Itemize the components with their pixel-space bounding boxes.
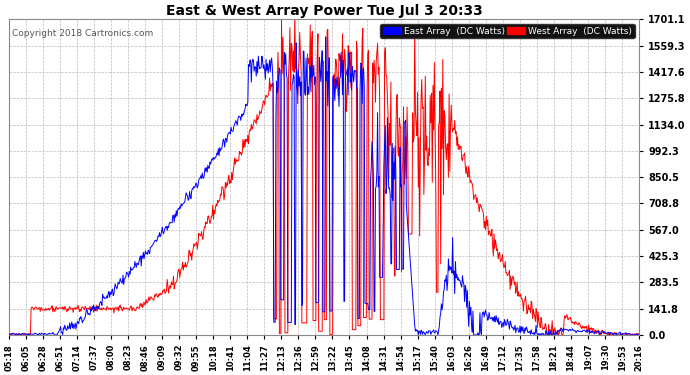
Legend: East Array  (DC Watts), West Array  (DC Watts): East Array (DC Watts), West Array (DC Wa… — [380, 24, 635, 38]
Text: Copyright 2018 Cartronics.com: Copyright 2018 Cartronics.com — [12, 29, 153, 38]
Title: East & West Array Power Tue Jul 3 20:33: East & West Array Power Tue Jul 3 20:33 — [166, 4, 482, 18]
